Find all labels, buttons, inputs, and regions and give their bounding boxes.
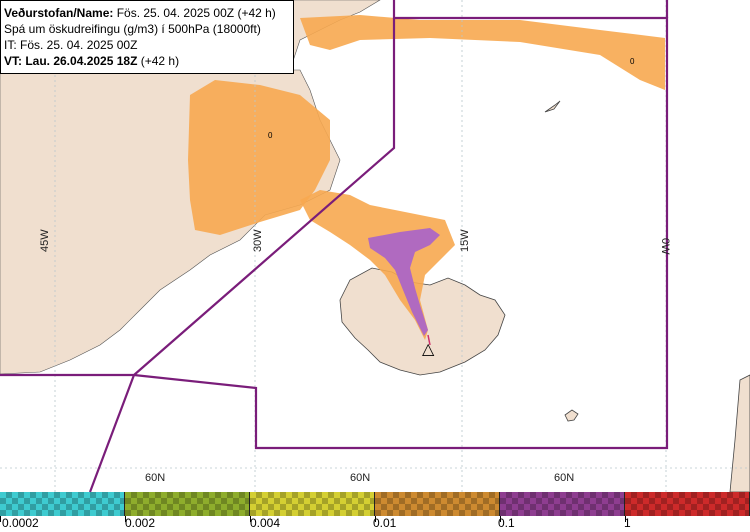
island-faroe xyxy=(564,409,579,422)
ash-plume-high xyxy=(368,228,440,336)
lon-label-45w: 45W xyxy=(39,229,51,252)
fir-boundary xyxy=(0,0,669,492)
lat-label-right: 60N xyxy=(554,472,574,484)
map-canvas: △ 0 0 45W 30W 15W 0W 60N 60N 60N xyxy=(0,0,750,492)
info-line-2: Spá um öskudreifingu (g/m3) í 500hPa (18… xyxy=(4,22,261,36)
legend-swatch-4 xyxy=(375,492,500,516)
forecast-info-box: Veðurstofan/Name: Fös. 25. 04. 2025 00Z … xyxy=(0,0,294,74)
legend-swatch-2 xyxy=(125,492,250,516)
volcano-source-line xyxy=(427,334,431,346)
map-small-mark-1: 0 xyxy=(630,57,635,66)
info-line-4: VT: Lau. 26.04.2025 18Z (+42 h) xyxy=(4,54,180,68)
legend-swatch-3 xyxy=(250,492,375,516)
lon-label-15w: 15W xyxy=(459,229,471,252)
info-line-1: Veðurstofan/Name: Fös. 25. 04. 2025 00Z … xyxy=(4,6,276,20)
ash-plume-greenland xyxy=(188,80,330,235)
volcano-icon: △ xyxy=(422,341,435,358)
norway-coast xyxy=(729,374,750,492)
legend-swatch-1 xyxy=(0,492,125,516)
legend-label-6: 1 xyxy=(624,516,631,530)
lon-label-0w: 0W xyxy=(659,238,671,255)
legend-label-2: 0.002 xyxy=(125,516,156,530)
ash-band-north xyxy=(300,15,665,90)
info-line-3: IT: Fös. 25. 04. 2025 00Z xyxy=(4,38,138,52)
legend-swatch-6 xyxy=(625,492,750,516)
lon-label-30w: 30W xyxy=(252,229,264,252)
map-small-mark-2: 0 xyxy=(268,131,273,140)
lat-label-mid: 60N xyxy=(350,472,370,484)
legend-swatch-5 xyxy=(500,492,625,516)
island-jan-mayen xyxy=(544,100,561,113)
legend-label-5: 0.1 xyxy=(498,516,515,530)
lat-label-left: 60N xyxy=(145,472,165,484)
legend-label-4: 0.01 xyxy=(373,516,397,530)
concentration-legend: 0.0002 0.002 0.004 0.01 0.1 1 xyxy=(0,492,750,532)
legend-label-3: 0.004 xyxy=(250,516,281,530)
legend-label-1: 0.0002 xyxy=(2,516,39,530)
